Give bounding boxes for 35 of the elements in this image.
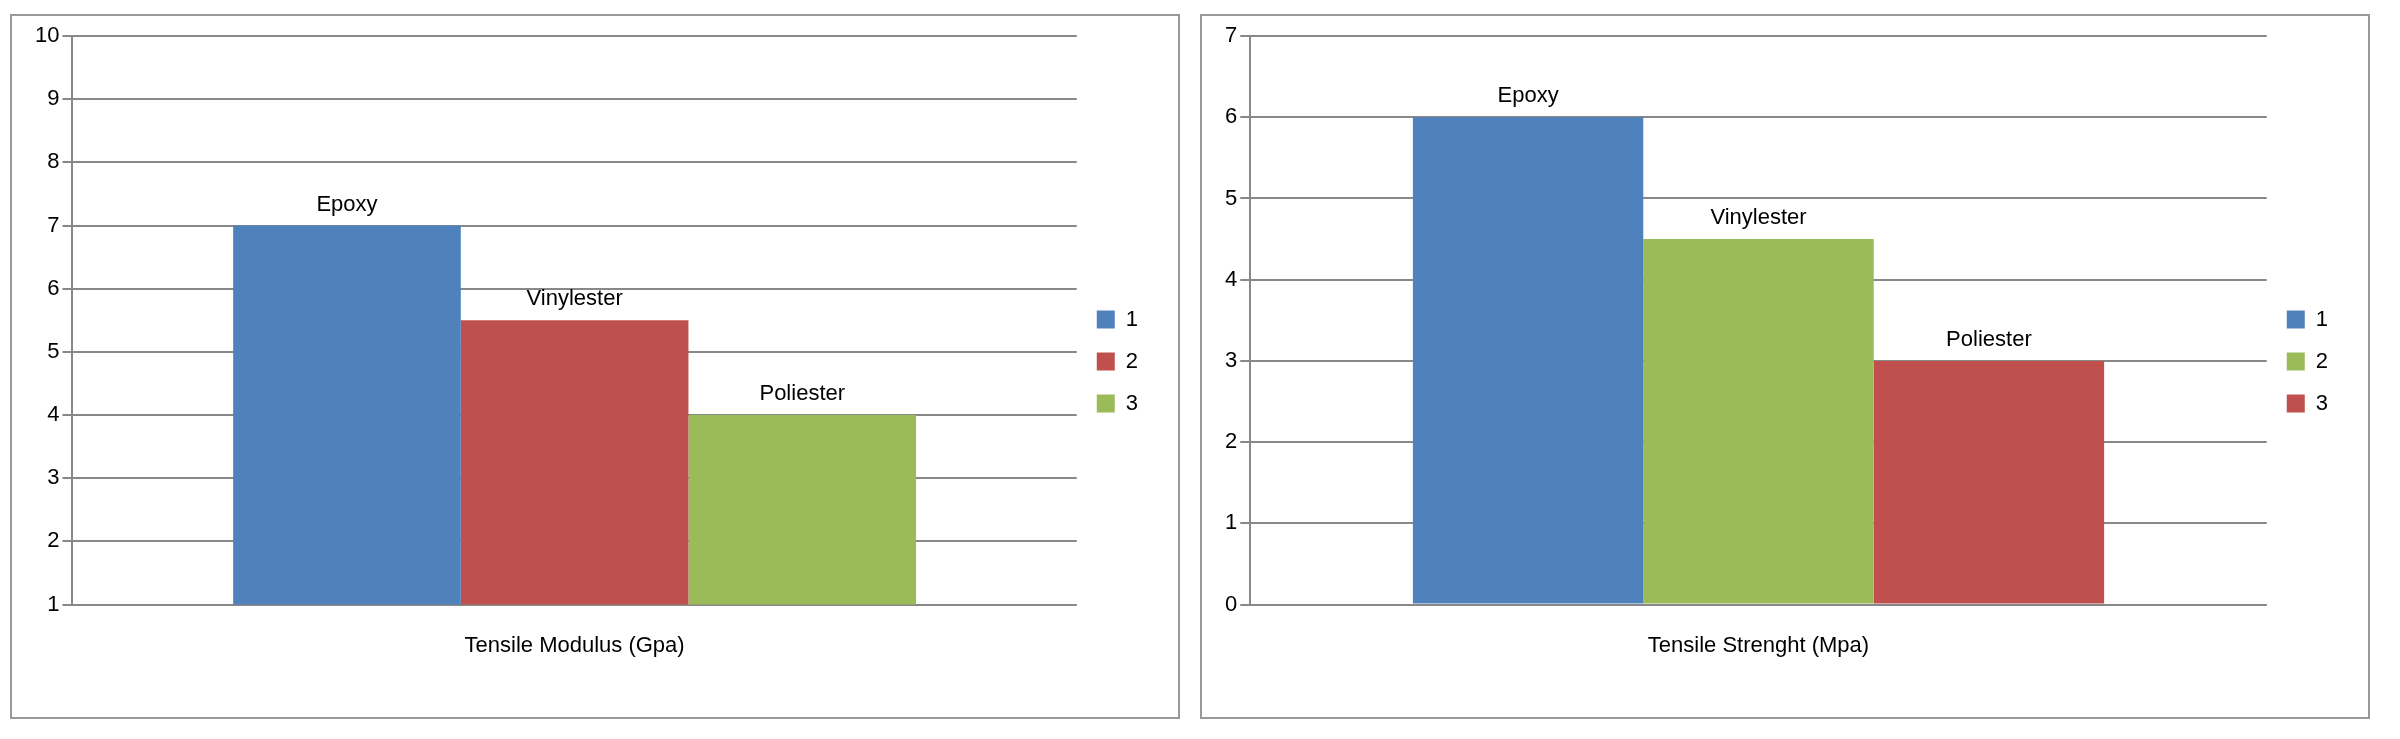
- legend-label: 2: [2315, 347, 2329, 373]
- annotation: Poliester: [759, 380, 846, 406]
- legend-label: 3: [2315, 389, 2329, 415]
- annotation: Vinylester: [1710, 204, 1807, 230]
- legend-label: 1: [2315, 305, 2329, 331]
- y-tick-label: 6: [47, 274, 60, 300]
- y-tick-label: 7: [1224, 22, 1238, 48]
- y-tick-label: 4: [47, 401, 60, 427]
- bar: [1412, 117, 1644, 604]
- annotation: Vinylester: [526, 285, 623, 311]
- y-tick-label: 10: [34, 22, 60, 48]
- y-tick-label: 6: [1224, 103, 1238, 129]
- legend-label: 2: [1125, 347, 1139, 373]
- x-tick-label: Tensile Modulus (Gpa): [464, 631, 685, 657]
- bar: [1643, 239, 1874, 604]
- y-tick-label: 5: [47, 337, 60, 363]
- y-tick-label: 2: [1224, 428, 1238, 454]
- y-tick-label: 4: [1224, 265, 1238, 291]
- y-tick-label: 8: [47, 148, 60, 174]
- bar: [1873, 360, 2105, 604]
- y-tick-label: 2: [47, 527, 60, 553]
- y-tick-label: 1: [1224, 509, 1238, 535]
- y-tick-label: 7: [47, 211, 60, 237]
- y-tick-label: 5: [1224, 184, 1238, 210]
- y-tick-label: 3: [1224, 346, 1238, 372]
- y-tick-label: 1: [47, 590, 60, 616]
- x-tick-label: Tensile Strenght (Mpa): [1647, 631, 1870, 657]
- y-tick-label: 3: [47, 464, 60, 490]
- annotation: Epoxy: [1497, 82, 1559, 108]
- y-tick-label: 0: [1224, 590, 1238, 616]
- legend-label: 1: [1125, 305, 1139, 331]
- y-tick-label: 9: [47, 85, 60, 111]
- legend-label: 3: [1125, 389, 1139, 415]
- annotation: Epoxy: [316, 190, 378, 216]
- annotation: Poliester: [1946, 325, 2032, 351]
